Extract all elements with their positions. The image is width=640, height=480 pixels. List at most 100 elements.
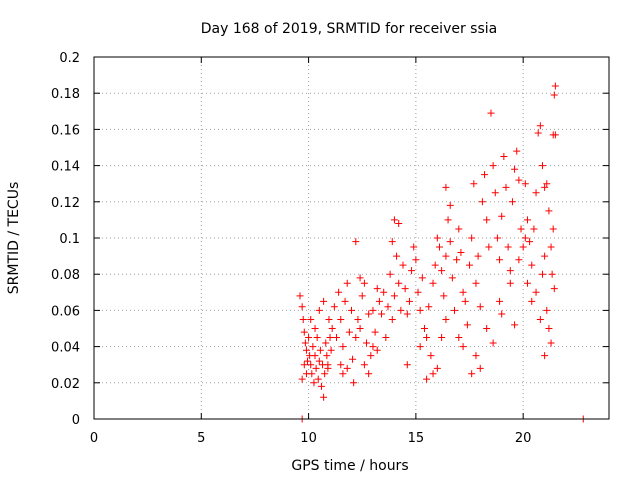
data-point [550, 91, 558, 99]
y-tick-label: 0.2 [59, 51, 80, 66]
data-point [532, 288, 540, 296]
data-point [500, 153, 508, 161]
data-point [442, 183, 450, 191]
data-point [468, 234, 476, 242]
data-point [521, 180, 529, 188]
data-point [375, 297, 383, 305]
data-point [429, 279, 437, 287]
data-point [459, 343, 467, 351]
data-point [299, 315, 307, 323]
data-point [307, 361, 315, 369]
data-point [337, 361, 345, 369]
data-point [412, 256, 420, 264]
data-point [463, 321, 471, 329]
data-point [397, 306, 405, 314]
data-point [541, 352, 549, 360]
data-point [427, 352, 435, 360]
data-point [321, 370, 329, 378]
data-point [380, 288, 388, 296]
data-point [545, 325, 553, 332]
data-point [382, 334, 390, 342]
data-point [410, 243, 418, 251]
data-point [348, 306, 355, 314]
data-point [350, 379, 358, 387]
data-point [302, 346, 310, 354]
data-point [521, 234, 529, 242]
data-point [327, 346, 335, 354]
data-point [373, 285, 381, 293]
data-point [332, 334, 340, 342]
data-point [487, 109, 495, 117]
data-point [393, 252, 401, 260]
data-point [343, 364, 351, 372]
data-point [523, 216, 531, 224]
data-point [296, 292, 304, 300]
y-tick-label: 0 [72, 413, 80, 428]
data-point [308, 370, 316, 378]
data-point [354, 315, 362, 323]
data-point [548, 270, 556, 278]
data-point [504, 243, 512, 251]
data-point [315, 357, 323, 365]
data-point [345, 328, 353, 336]
data-point [429, 370, 437, 378]
data-point [418, 274, 426, 282]
data-point [498, 212, 506, 220]
data-point [371, 328, 379, 336]
data-point [416, 306, 424, 314]
data-point [322, 339, 330, 347]
data-point [508, 198, 516, 206]
data-point [453, 256, 461, 264]
data-point [395, 220, 403, 228]
data-point [414, 288, 422, 296]
data-point [298, 303, 306, 311]
data-point [356, 274, 364, 282]
data-point [550, 285, 558, 293]
data-point [373, 346, 381, 354]
data-point [403, 361, 411, 369]
data-point [493, 234, 501, 242]
data-point [468, 370, 476, 378]
data-point [343, 279, 351, 287]
data-point [485, 243, 493, 251]
data-point [313, 334, 321, 342]
data-point [320, 297, 328, 305]
data-point [438, 334, 446, 342]
data-point [352, 238, 360, 246]
data-point [502, 183, 510, 191]
data-point [476, 364, 484, 372]
data-point [498, 310, 506, 318]
y-tick-label: 0.16 [51, 123, 80, 138]
x-tick-label: 15 [408, 431, 425, 446]
data-point [532, 189, 540, 197]
data-point [328, 325, 336, 332]
data-point [442, 315, 450, 323]
data-point [543, 180, 551, 188]
data-point [528, 297, 536, 305]
x-tick-label: 20 [515, 431, 532, 446]
data-point [483, 216, 491, 224]
data-point [547, 339, 555, 347]
data-point [324, 361, 332, 369]
x-axis-title: GPS time / hours [291, 458, 408, 474]
y-tick-label: 0.06 [51, 304, 80, 319]
data-point [457, 248, 465, 256]
data-point [311, 325, 319, 332]
data-point [384, 303, 392, 311]
data-point [314, 375, 322, 383]
data-point [451, 306, 458, 314]
data-point [538, 162, 546, 170]
data-point [390, 292, 398, 300]
data-point [367, 352, 375, 360]
data-point [315, 306, 323, 314]
data-point [536, 315, 544, 323]
data-point [442, 252, 450, 260]
data-point [435, 243, 443, 251]
data-point [474, 252, 482, 260]
data-point [390, 216, 398, 224]
data-point [481, 171, 489, 179]
y-tick-label: 0.14 [51, 160, 80, 175]
data-point [431, 261, 439, 269]
data-point [358, 292, 366, 300]
